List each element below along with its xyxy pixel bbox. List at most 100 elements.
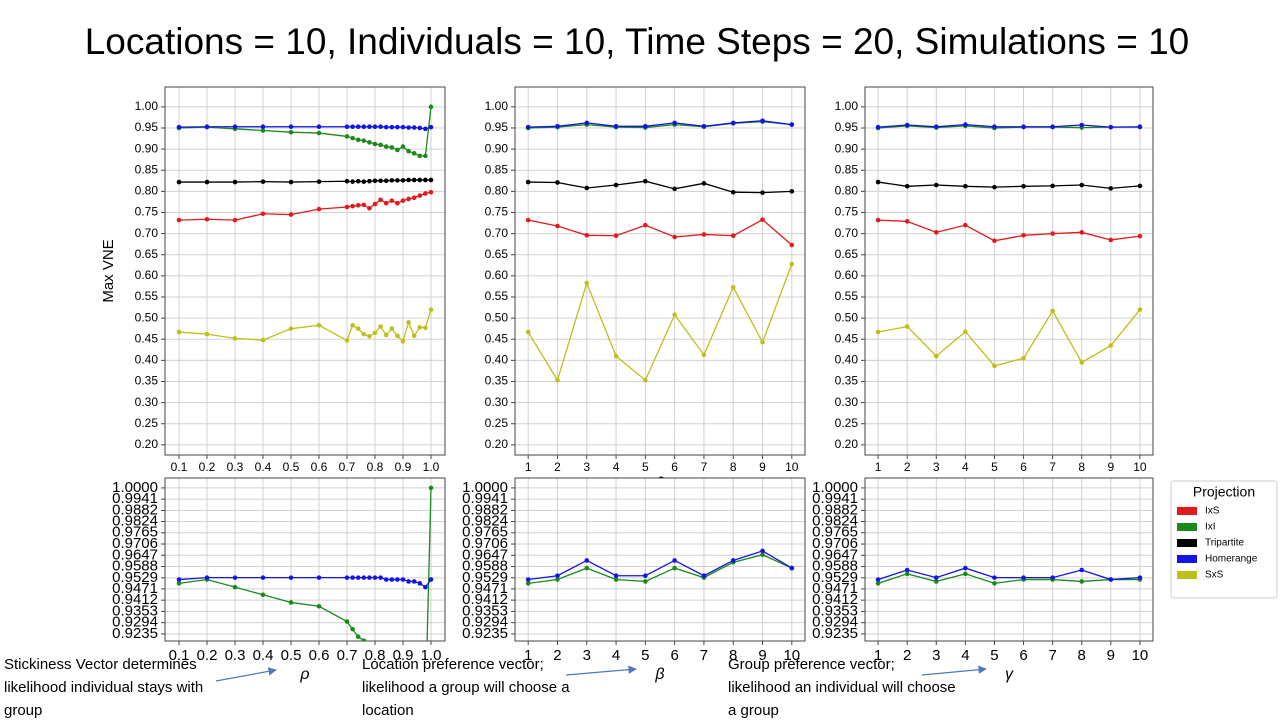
x-tick-label: 9 [759, 460, 766, 474]
y-tick-label: 0.95 [135, 120, 159, 134]
data-point [428, 307, 434, 312]
data-point [383, 200, 389, 206]
data-point [378, 178, 383, 184]
x-tick-label: 0.1 [171, 460, 188, 474]
y-tick-label: 1.0000 [812, 479, 858, 496]
data-point [992, 124, 997, 130]
data-point [288, 326, 294, 331]
y-tick-label: 0.40 [835, 353, 859, 367]
data-point [643, 178, 648, 184]
legend-label: Homerange [1205, 554, 1258, 565]
x-tick-label: 9 [1107, 460, 1114, 474]
data-point [378, 575, 383, 580]
data-point [395, 124, 400, 130]
data-point [525, 179, 531, 185]
data-point [904, 183, 910, 189]
y-tick-label: 1.00 [135, 99, 159, 113]
data-point [933, 575, 939, 580]
y-tick-label: 0.9353 [112, 602, 158, 619]
y-tick-label: 0.9588 [812, 558, 858, 575]
data-point [555, 377, 560, 383]
data-point [1050, 183, 1055, 189]
plot-area [515, 478, 805, 641]
x-tick-label: 10 [1132, 647, 1149, 664]
x-tick-label: 2 [554, 460, 561, 474]
x-tick-label: 0.2 [197, 647, 218, 664]
data-point [361, 331, 367, 337]
data-point [176, 217, 182, 223]
x-tick-label: 3 [583, 647, 591, 664]
y-tick-label: 0.9294 [812, 614, 858, 631]
data-point [350, 322, 355, 328]
x-tick-label: 10 [1133, 460, 1147, 474]
data-point [875, 124, 881, 130]
plot-area [865, 87, 1153, 455]
series-line [178, 576, 432, 589]
plot-area [865, 478, 1153, 641]
x-tick-label: 0.9 [393, 647, 414, 664]
data-point [904, 122, 910, 128]
data-point [875, 581, 881, 586]
data-point [1137, 575, 1143, 580]
data-point [613, 573, 619, 579]
data-point [555, 180, 560, 185]
y-tick-label: 0.9353 [812, 602, 858, 619]
y-tick-label: 0.9294 [462, 614, 508, 631]
annotation-line: a group [728, 702, 779, 719]
data-point [1050, 231, 1055, 236]
data-point [428, 189, 434, 195]
data-point [1108, 124, 1114, 130]
data-point [1137, 307, 1143, 312]
y-tick-label: 0.85 [135, 162, 159, 176]
x-tick-label: 6 [1019, 647, 1027, 664]
y-tick-label: 0.9588 [462, 558, 508, 575]
data-point [904, 571, 910, 577]
y-tick-label: 0.70 [485, 226, 509, 240]
data-point [423, 584, 428, 590]
subplot: 0.20 0.25 0.30 0.35 0.40 0.45 0.50 0.55 0.60 0.65… [835, 86, 1154, 492]
data-point [963, 183, 968, 189]
data-point [400, 124, 406, 130]
x-tick-label: 10 [785, 460, 799, 474]
data-point [361, 124, 367, 130]
data-point [875, 217, 881, 223]
y-tick-label: 0.9765 [812, 524, 858, 541]
y-tick-label: 0.90 [835, 141, 859, 155]
data-point [672, 558, 677, 563]
data-point [204, 575, 210, 580]
y-tick-label: 0.9412 [462, 591, 508, 608]
data-point [1108, 237, 1114, 243]
y-tick-label: 0.20 [485, 437, 509, 451]
series-line [528, 218, 793, 246]
arrow [565, 665, 637, 676]
data-point [789, 122, 795, 127]
data-point [933, 124, 939, 130]
data-point [1079, 230, 1085, 235]
data-point [372, 124, 378, 130]
data-point [417, 193, 423, 198]
y-tick-label: 1.00 [485, 99, 509, 113]
data-point [400, 339, 406, 344]
y-tick-label: 0.9412 [812, 591, 858, 608]
x-tick-label: 9 [1107, 647, 1115, 664]
y-tick-label: 0.20 [835, 437, 859, 451]
data-point [232, 575, 238, 580]
legend-swatch [1177, 571, 1197, 579]
y-tick-label: 0.70 [835, 226, 859, 240]
y-tick-label: 0.35 [135, 374, 159, 388]
data-point [963, 222, 968, 228]
x-tick-label: 1 [525, 460, 532, 474]
data-point [344, 134, 350, 139]
y-tick-label: 1.0000 [462, 479, 508, 496]
y-tick-label: 0.35 [485, 374, 509, 388]
data-point [525, 217, 531, 223]
data-point [400, 178, 406, 183]
series-line [178, 309, 432, 343]
annotation-line: group [4, 702, 42, 719]
data-point [904, 219, 910, 224]
data-point [316, 124, 322, 130]
data-point [372, 330, 378, 336]
data-point [904, 324, 910, 329]
data-point [350, 626, 355, 632]
data-point [260, 592, 266, 598]
